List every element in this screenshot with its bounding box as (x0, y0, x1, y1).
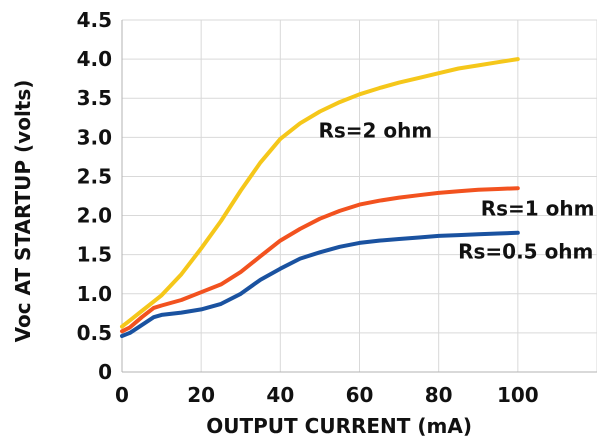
y-tick-label: 3.5 (77, 86, 112, 110)
x-tick-label: 0 (115, 383, 129, 407)
x-tick-label: 20 (187, 383, 215, 407)
y-tick-label: 1.5 (77, 243, 112, 267)
series-line-2 (120, 230, 520, 338)
y-tick-label: 3.0 (77, 125, 112, 149)
series-labels: Rs=2 ohm Rs=1 ohm Rs=0.5 ohm (318, 118, 594, 263)
series-label: Rs=2 ohm (318, 118, 432, 142)
y-axis-title: Voc AT STARTUP (volts) (11, 80, 35, 343)
y-tick-label: 2.0 (77, 204, 112, 228)
series-line-1 (120, 186, 520, 334)
x-tick-label: 40 (266, 383, 294, 407)
y-tick-label: 2.5 (77, 164, 112, 188)
x-tick-label: 100 (497, 383, 539, 407)
x-tick-label: 80 (425, 383, 453, 407)
y-tick-label: 0.5 (77, 321, 112, 345)
y-tick-label: 0 (98, 360, 112, 384)
series-label: Rs=1 ohm (481, 197, 595, 221)
x-tick-labels: 0 20 40 60 80 100 (115, 383, 539, 407)
y-tick-label: 1.0 (77, 282, 112, 306)
series-label: Rs=0.5 ohm (458, 240, 593, 264)
series-lines (120, 57, 520, 338)
y-tick-label: 4.5 (77, 8, 112, 32)
axes (121, 20, 597, 373)
y-tick-labels: 0 0.5 1.0 1.5 2.0 2.5 3.0 3.5 4.0 4.5 (77, 8, 112, 384)
x-axis-title: OUTPUT CURRENT (mA) (206, 414, 472, 438)
series-line-0 (120, 57, 520, 329)
x-tick-label: 60 (346, 383, 374, 407)
y-tick-label: 4.0 (77, 47, 112, 71)
